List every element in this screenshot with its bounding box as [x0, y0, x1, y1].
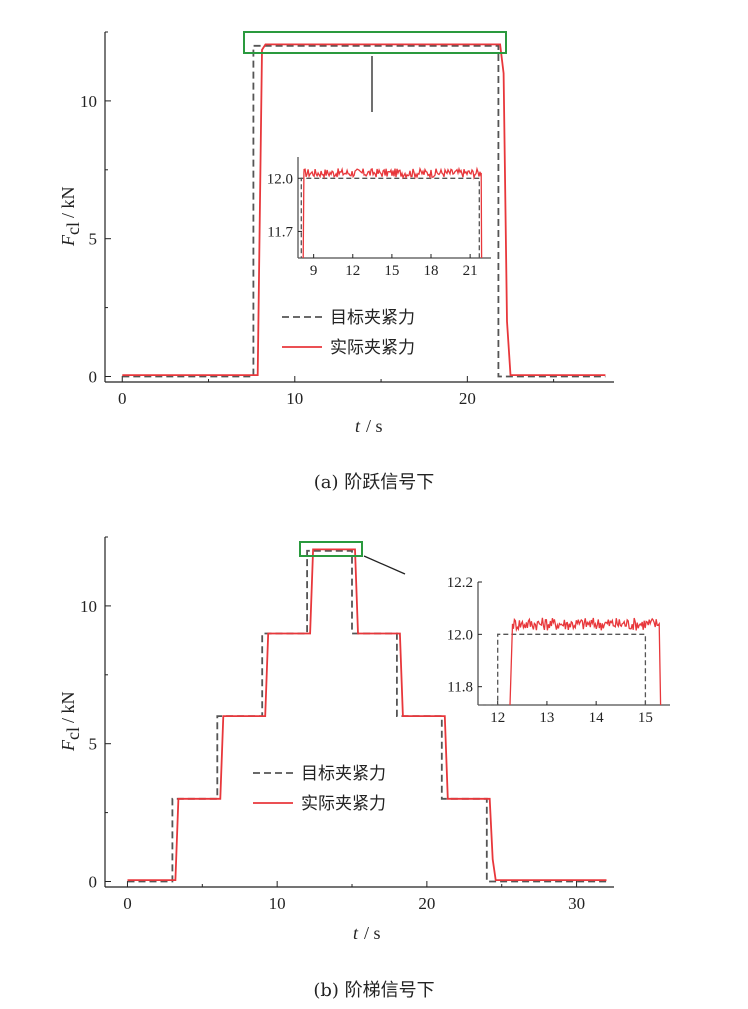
y-axis-label-var-a: F [58, 234, 78, 247]
y-axis-label-sub-b: cl [63, 727, 83, 740]
legend-label-target-a: 目标夹紧力 [330, 308, 415, 328]
y-axis-label-unit-b: / kN [58, 691, 78, 723]
x-axis-label-unit-a: / s [366, 416, 383, 436]
inset-y-tick-label-a: 12.0 [267, 171, 293, 187]
inset-x-tick-label-a: 18 [424, 263, 439, 279]
zoom-connector-b [363, 555, 406, 575]
x-axis-label-var-a: t [355, 416, 361, 436]
y-tick-label-a: 0 [89, 367, 98, 386]
x-tick-label-b: 30 [568, 894, 585, 913]
x-tick-label-a: 0 [118, 389, 127, 408]
x-tick-label-a: 10 [286, 389, 303, 408]
inset-series-target-b [478, 633, 647, 706]
legend-label-actual-a: 实际夹紧力 [330, 338, 415, 358]
y-tick-label-b: 10 [80, 597, 97, 616]
zoom-box-b [299, 541, 363, 557]
inset-series-actual-b [509, 617, 662, 706]
x-tick-label-b: 10 [269, 894, 286, 913]
inset-y-tick-label-b: 12.2 [447, 575, 473, 591]
y-tick-label-b: 5 [89, 735, 98, 754]
inset-series-target-a [298, 177, 480, 259]
x-tick-label-b: 20 [418, 894, 435, 913]
caption-a: (a) 阶跃信号下 [314, 472, 435, 493]
legend-label-target-b: 目标夹紧力 [301, 764, 386, 784]
panel-a: (a) 阶跃信号下 t / s F cl / kN [58, 186, 434, 493]
x-tick-label-a: 20 [459, 389, 476, 408]
inset-x-tick-label-b: 13 [539, 710, 554, 726]
inset-a: 9 12 15 18 21 11.7 12.0 [267, 157, 491, 279]
panel-b: (b) 阶梯信号下 t / s F cl / kN [58, 691, 435, 1001]
inset-x-tick-label-b: 15 [638, 710, 653, 726]
y-tick-label-a: 10 [80, 92, 97, 111]
y-axis-label-sub-a: cl [63, 222, 83, 235]
inset-x-tick-label-a: 15 [384, 263, 399, 279]
y-tick-label-a: 5 [89, 230, 98, 249]
inset-x-tick-label-b: 12 [490, 710, 505, 726]
y-axis-label-unit-a: / kN [58, 186, 78, 218]
inset-b: 12 13 14 15 11.8 12.0 12.2 [447, 575, 670, 726]
inset-x-tick-label-b: 14 [589, 710, 605, 726]
x-tick-label-b: 0 [123, 894, 132, 913]
x-axis-label-unit-b: / s [364, 923, 381, 943]
y-axis-label-var-b: F [58, 739, 78, 752]
zoom-box-a [243, 31, 507, 54]
inset-x-tick-label-a: 9 [310, 263, 318, 279]
y-tick-label-b: 0 [89, 872, 98, 891]
series-line-actual-b [127, 548, 607, 881]
inset-x-tick-label-a: 21 [463, 263, 478, 279]
inset-y-tick-label-b: 11.8 [447, 680, 473, 696]
caption-b: (b) 阶梯信号下 [313, 980, 434, 1001]
series-line-target-b [127, 549, 607, 883]
x-axis-label-var-b: t [353, 923, 359, 943]
inset-x-tick-label-a: 12 [345, 263, 360, 279]
series-line-actual-a [122, 43, 606, 377]
inset-y-tick-label-a: 11.7 [267, 224, 293, 240]
inset-y-tick-label-b: 12.0 [447, 627, 473, 643]
series-line-target-a [122, 44, 606, 378]
legend-label-actual-b: 实际夹紧力 [301, 794, 386, 814]
inset-series-actual-a [302, 166, 483, 259]
